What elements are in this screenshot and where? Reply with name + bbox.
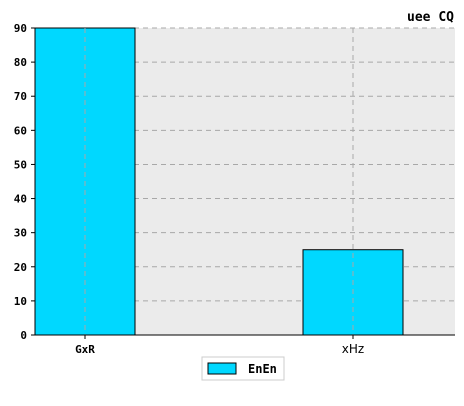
gridlines — [35, 27, 455, 302]
legend-label: EnEn — [248, 362, 277, 376]
y-tick-label: 40 — [14, 193, 27, 206]
y-axis: 0 10 20 30 40 50 60 70 80 90 — [14, 22, 36, 342]
x-axis: GxR xHz — [35, 334, 455, 356]
y-tick-label: 30 — [14, 227, 27, 240]
y-tick-label: 70 — [14, 90, 27, 103]
chart-title: uee CQ — [407, 10, 454, 25]
y-tick-label: 60 — [14, 124, 27, 137]
y-tick-label: 10 — [14, 295, 27, 308]
y-tick-label: 90 — [14, 22, 27, 35]
x-tick-label: GxR — [75, 343, 95, 356]
x-tick-label: xHz — [342, 342, 364, 356]
y-tick-label: 0 — [20, 329, 27, 342]
legend-swatch — [207, 362, 237, 375]
vertical-gridlines — [84, 28, 354, 335]
y-tick-label: 80 — [14, 56, 27, 69]
y-tick-label: 50 — [14, 158, 27, 171]
legend: EnEn — [201, 356, 285, 381]
y-tick-label: 20 — [14, 261, 27, 274]
